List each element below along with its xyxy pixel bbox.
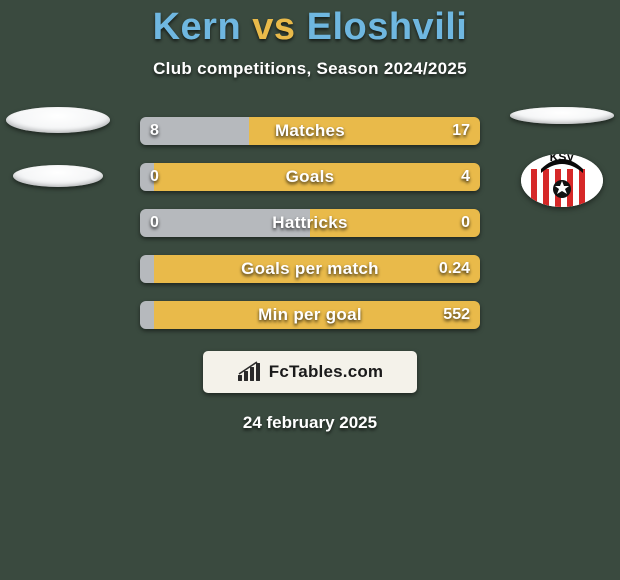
right-badge-column: KSV: [512, 107, 612, 207]
bar-label: Hattricks: [140, 209, 480, 237]
brand-text: FcTables.com: [269, 362, 384, 382]
bar-label: Goals: [140, 163, 480, 191]
bar-right-value: 0: [461, 209, 470, 237]
infographic-content: Kern vs Eloshvili Club competitions, Sea…: [0, 0, 620, 580]
vs-text: vs: [252, 6, 295, 48]
bar-right-value: 0.24: [439, 255, 470, 283]
page-title: Kern vs Eloshvili: [153, 6, 468, 49]
stat-bar-row: Hattricks0 0: [140, 209, 480, 237]
player1-placeholder-ellipse: [6, 107, 110, 133]
date-text: 24 february 2025: [243, 413, 377, 433]
ksv-logo-icon: KSV: [521, 154, 603, 207]
bar-left-value: 0: [150, 209, 159, 237]
bar-chart-icon: [237, 361, 263, 383]
player2-placeholder-ellipse: [510, 107, 614, 124]
club2-logo: KSV: [521, 154, 603, 207]
stat-bar-row: Matches8 17: [140, 117, 480, 145]
bar-left-value: 8: [150, 117, 159, 145]
brand-box: FcTables.com: [203, 351, 417, 393]
stat-bar-row: Goals per match0.24: [140, 255, 480, 283]
bar-left-value: 0: [150, 163, 159, 191]
stat-bar-row: Goals0 4: [140, 163, 480, 191]
stats-area: KSV Matches817Goals04Hattricks00Goals pe…: [0, 117, 620, 329]
bar-label: Min per goal: [140, 301, 480, 329]
stat-bar-row: Min per goal552: [140, 301, 480, 329]
bar-right-value: 4: [461, 163, 470, 191]
bar-label: Goals per match: [140, 255, 480, 283]
club1-placeholder-ellipse: [13, 165, 103, 187]
bar-right-value: 552: [443, 301, 470, 329]
bar-label: Matches: [140, 117, 480, 145]
svg-text:KSV: KSV: [550, 154, 575, 165]
stat-bars: Matches817Goals04Hattricks00Goals per ma…: [140, 117, 480, 329]
left-badge-column: [8, 107, 108, 207]
player1-name: Kern: [153, 6, 242, 48]
player2-name: Eloshvili: [307, 6, 468, 48]
bar-right-value: 17: [452, 117, 470, 145]
subtitle: Club competitions, Season 2024/2025: [153, 59, 467, 79]
